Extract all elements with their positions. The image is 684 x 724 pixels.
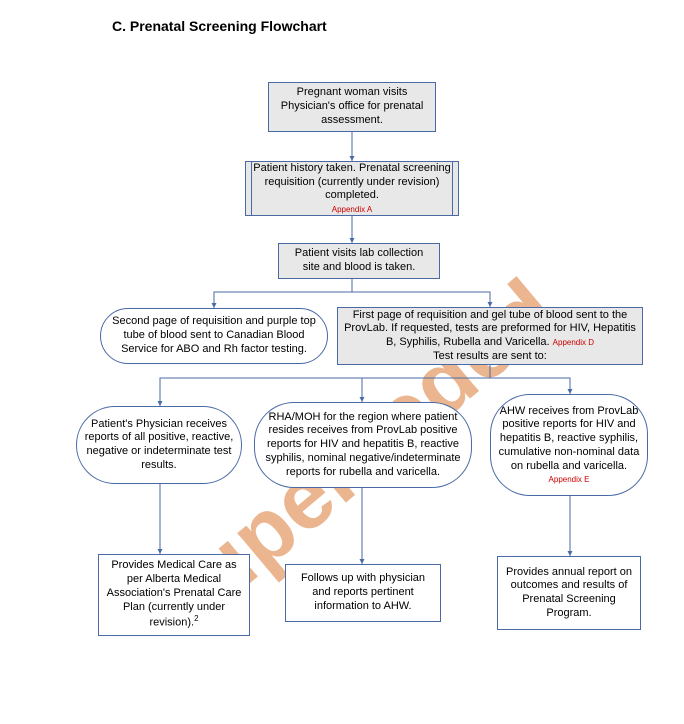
node-follows-up: Follows up with physician and reports pe… (285, 564, 441, 622)
node-lab-collection: Patient visits lab collection site and b… (278, 243, 440, 279)
node-medical-care: Provides Medical Care as per Alberta Med… (98, 554, 250, 636)
node-text: Second page of requisition and purple to… (107, 315, 321, 356)
node-text: AHW receives from ProvLab positive repor… (497, 405, 641, 486)
node-text: First page of requisition and gel tube o… (344, 309, 636, 364)
node-text: Patient visits lab collection site and b… (285, 247, 433, 275)
heading-title: C. Prenatal Screening Flowchart (112, 18, 327, 34)
node-main-text: Patient history taken. Prenatal screenin… (253, 162, 451, 202)
appendix-label: Appendix E (497, 475, 641, 485)
node-cbs-abo-rh: Second page of requisition and purple to… (100, 308, 328, 364)
node-text: Patient's Physician receives reports of … (83, 418, 235, 473)
node-patient-history: Patient history taken. Prenatal screenin… (245, 161, 459, 216)
appendix-label: Appendix A (252, 205, 452, 215)
flowchart-page: C. Prenatal Screening Flowchart Supersed… (0, 0, 684, 724)
node-text: Provides annual report on outcomes and r… (504, 566, 634, 621)
node-provlab: First page of requisition and gel tube o… (337, 307, 643, 365)
node-ahw-receives: AHW receives from ProvLab positive repor… (490, 394, 648, 496)
node-text: RHA/MOH for the region where patient res… (261, 411, 465, 480)
node-text: Provides Medical Care as per Alberta Med… (105, 559, 243, 630)
node-text: Follows up with physician and reports pe… (292, 572, 434, 613)
node-physician-reports: Patient's Physician receives reports of … (76, 406, 242, 484)
node-text: Pregnant woman visits Physician's office… (275, 86, 429, 127)
node-pregnant-woman-visits: Pregnant woman visits Physician's office… (268, 82, 436, 132)
node-main-text: AHW receives from ProvLab positive repor… (499, 405, 640, 472)
node-annual-report: Provides annual report on outcomes and r… (497, 556, 641, 630)
node-rha-moh: RHA/MOH for the region where patient res… (254, 402, 472, 488)
node-text: Patient history taken. Prenatal screenin… (252, 162, 452, 215)
